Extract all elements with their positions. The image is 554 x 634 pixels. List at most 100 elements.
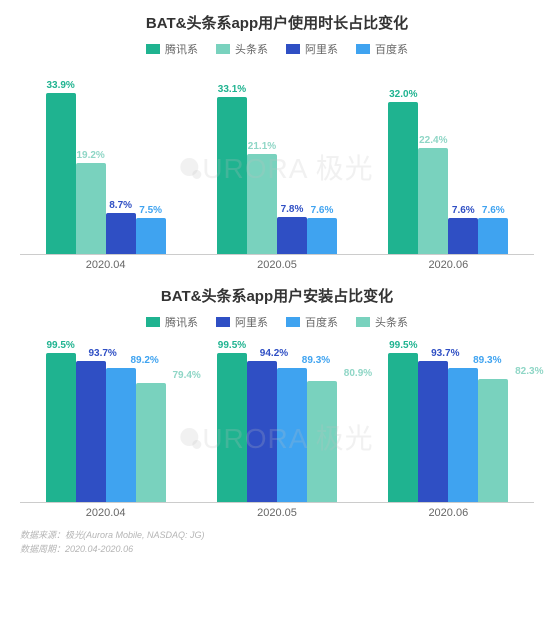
bar-rect xyxy=(307,381,337,502)
bar-rect xyxy=(136,383,166,502)
x-tick-label: 2020.06 xyxy=(363,507,534,519)
chart2-legend: 腾讯系 阿里系 百度系 头条系 xyxy=(20,314,534,330)
legend-label: 头条系 xyxy=(375,314,408,330)
bar-rect xyxy=(448,218,478,254)
bar-value-label: 21.1% xyxy=(248,141,276,152)
chart2-xaxis: 2020.042020.052020.06 xyxy=(20,507,534,519)
bar-value-label: 8.7% xyxy=(109,200,132,211)
bar: 33.1% xyxy=(217,84,247,254)
bar: 89.3% xyxy=(277,355,307,502)
legend-item: 百度系 xyxy=(356,41,408,57)
legend-swatch xyxy=(216,317,230,327)
legend-item: 百度系 xyxy=(286,314,338,330)
bar: 21.1% xyxy=(247,141,277,254)
bar-group: 32.0%22.4% 7.6% 7.6% xyxy=(388,89,508,254)
legend-swatch xyxy=(356,44,370,54)
bar: 89.3% xyxy=(448,355,478,502)
legend-label: 百度系 xyxy=(375,41,408,57)
legend-swatch xyxy=(356,317,370,327)
bar-rect xyxy=(217,97,247,254)
bar-value-label: 89.3% xyxy=(473,355,501,366)
bar-value-label: 99.5% xyxy=(389,340,417,351)
legend-swatch xyxy=(286,317,300,327)
bar-group: 99.5%94.2%89.3%80.9% xyxy=(217,340,337,502)
bar-rect xyxy=(388,102,418,254)
bar: 7.6% xyxy=(448,205,478,254)
bar: 99.5% xyxy=(388,340,418,502)
bar: 89.2% xyxy=(106,355,136,502)
bar-rect xyxy=(247,361,277,502)
bar-value-label: 89.3% xyxy=(302,355,330,366)
bar-value-label: 94.2% xyxy=(260,348,288,359)
x-tick-label: 2020.04 xyxy=(20,259,191,271)
legend-item: 头条系 xyxy=(216,41,268,57)
bar: 99.5% xyxy=(46,340,76,502)
legend-swatch xyxy=(216,44,230,54)
bar-rect xyxy=(46,353,76,502)
bar-group: 99.5%93.7%89.3%82.3% xyxy=(388,340,508,502)
bar-rect xyxy=(136,218,166,254)
x-tick-label: 2020.04 xyxy=(20,507,191,519)
chart2-title: BAT&头条系app用户安装占比变化 xyxy=(20,285,534,306)
bar-rect xyxy=(478,218,508,254)
bar: 32.0% xyxy=(388,89,418,254)
legend-item: 头条系 xyxy=(356,314,408,330)
chart2-plot: 99.5%93.7%89.2%79.4%99.5%94.2%89.3%80.9%… xyxy=(20,338,534,503)
bar-value-label: 99.5% xyxy=(218,340,246,351)
bar-value-label: 79.4% xyxy=(172,370,200,381)
chart1-title: BAT&头条系app用户使用时长占比变化 xyxy=(20,12,534,33)
bar: 93.7% xyxy=(76,348,106,502)
bar-value-label: 7.5% xyxy=(139,205,162,216)
bar-rect xyxy=(76,163,106,254)
bar-rect xyxy=(448,368,478,502)
footer-period-label: 数据周期： xyxy=(20,544,65,554)
bar-value-label: 99.5% xyxy=(46,340,74,351)
bar-rect xyxy=(307,218,337,254)
legend-item: 阿里系 xyxy=(216,314,268,330)
bar-rect xyxy=(418,148,448,254)
bar-rect xyxy=(106,368,136,502)
legend-label: 头条系 xyxy=(235,41,268,57)
legend-item: 腾讯系 xyxy=(146,314,198,330)
bar-rect xyxy=(478,379,508,502)
bar: 80.9% xyxy=(307,368,337,502)
x-tick-label: 2020.05 xyxy=(191,507,362,519)
legend-swatch xyxy=(146,44,160,54)
bar-rect xyxy=(418,361,448,502)
bar-value-label: 7.6% xyxy=(482,205,505,216)
bar: 94.2% xyxy=(247,348,277,502)
bar: 7.8% xyxy=(277,204,307,254)
bar-rect xyxy=(76,361,106,502)
legend-item: 腾讯系 xyxy=(146,41,198,57)
bar-rect xyxy=(277,368,307,502)
bar: 99.5% xyxy=(217,340,247,502)
bar-rect xyxy=(217,353,247,502)
legend-label: 阿里系 xyxy=(235,314,268,330)
bar: 33.9% xyxy=(46,80,76,254)
bar: 19.2% xyxy=(76,150,106,254)
bar: 22.4% xyxy=(418,135,448,254)
bar-value-label: 22.4% xyxy=(419,135,447,146)
bar: 8.7% xyxy=(106,200,136,254)
bar-value-label: 89.2% xyxy=(130,355,158,366)
bar-value-label: 82.3% xyxy=(515,366,543,377)
chart1-plot: 33.9%19.2%8.7%7.5%33.1%21.1%7.8%7.6%32.0… xyxy=(20,65,534,255)
bar: 7.6% xyxy=(478,205,508,254)
legend-item: 阿里系 xyxy=(286,41,338,57)
bar-group: 33.1% 21.1% 7.8% 7.6% xyxy=(217,84,337,254)
bar-group: 99.5%93.7%89.2%79.4% xyxy=(46,340,166,502)
bar-rect xyxy=(277,217,307,254)
bar-value-label: 93.7% xyxy=(88,348,116,359)
bar-value-label: 7.6% xyxy=(311,205,334,216)
legend-label: 腾讯系 xyxy=(165,314,198,330)
bar-rect xyxy=(388,353,418,502)
bar-value-label: 80.9% xyxy=(344,368,372,379)
bar-rect xyxy=(106,213,136,254)
bar-rect xyxy=(46,93,76,254)
footer-source-value: 极光(Aurora Mobile, NASDAQ: JG) xyxy=(65,530,205,540)
bar-rect xyxy=(247,154,277,254)
x-tick-label: 2020.05 xyxy=(191,259,362,271)
chart-usage-duration: BAT&头条系app用户使用时长占比变化 腾讯系 头条系 阿里系 百度系 33.9%1… xyxy=(20,12,534,271)
footer-period-value: 2020.04-2020.06 xyxy=(65,544,133,554)
bar-value-label: 33.1% xyxy=(218,84,246,95)
